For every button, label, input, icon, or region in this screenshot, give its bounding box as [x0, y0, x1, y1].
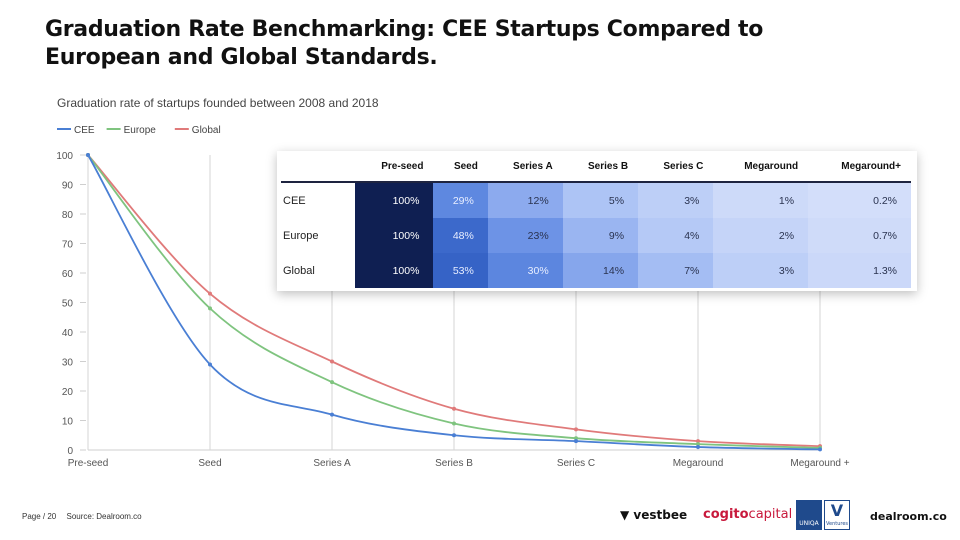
column-header: Series B: [562, 151, 639, 183]
data-point-global: [330, 359, 334, 364]
data-point-europe: [696, 442, 700, 447]
row-label: Global: [281, 253, 355, 288]
data-point-europe: [330, 380, 334, 385]
x-tick-label: Megaround +: [790, 458, 849, 469]
table-cell: 14%: [562, 253, 639, 288]
data-point-cee: [452, 433, 456, 438]
data-point-cee: [86, 153, 90, 157]
table-cell: 5%: [562, 182, 639, 218]
source-note: Source: Dealroom.co: [66, 512, 142, 521]
column-header: Pre-seed: [355, 151, 434, 183]
uniqa-ventures-logo: UNIQA V Ventures: [796, 500, 852, 530]
table-cell: 12%: [487, 182, 563, 218]
table-cell: 48%: [433, 218, 488, 253]
y-tick-label: 80: [62, 210, 74, 221]
x-tick-label: Seed: [198, 458, 221, 469]
data-point-cee: [696, 445, 700, 450]
table-cell: 30%: [487, 253, 563, 288]
x-tick-label: Series B: [435, 458, 473, 469]
cogito-capital-logo: cogitocapital: [703, 507, 793, 522]
table-cell: 0.7%: [808, 218, 911, 253]
chart-title: Graduation rate of startups founded betw…: [57, 96, 379, 110]
table-cell: 1.3%: [808, 253, 911, 288]
table-cell: 3%: [638, 182, 714, 218]
x-tick-label: Pre-seed: [68, 458, 109, 469]
y-tick-label: 0: [67, 446, 73, 457]
x-tick-label: Series C: [557, 458, 595, 469]
table-row: Europe 100% 48% 23% 9% 4% 2% 0.7%: [281, 218, 911, 253]
table-cell: 100%: [355, 253, 434, 288]
row-label: CEE: [281, 182, 355, 218]
legend-label-global: Global: [192, 125, 221, 136]
data-point-europe: [574, 436, 578, 441]
data-point-europe: [452, 421, 456, 426]
column-header: Megaround+: [808, 151, 911, 183]
legend-label-europe: Europe: [124, 125, 157, 136]
data-point-global: [452, 406, 456, 411]
table-cell: 1%: [713, 182, 809, 218]
table-cell: 53%: [433, 253, 488, 288]
data-point-europe: [208, 306, 212, 311]
row-label: Europe: [281, 218, 355, 253]
data-point-cee: [208, 362, 212, 367]
data-point-cee: [330, 412, 334, 417]
data-point-global: [696, 439, 700, 444]
table-cell: 3%: [713, 253, 809, 288]
dealroom-logo: dealroom.co: [870, 510, 947, 523]
column-header: Series A: [487, 151, 563, 183]
vestbee-icon: ▼: [620, 508, 630, 522]
column-header: Seed: [433, 151, 488, 183]
y-tick-label: 20: [62, 387, 74, 398]
legend-label-cee: CEE: [74, 125, 95, 136]
y-tick-label: 10: [62, 417, 74, 428]
data-point-global: [574, 427, 578, 432]
table-cell: 4%: [638, 218, 714, 253]
table-cell: 0.2%: [808, 182, 911, 218]
column-header: Series C: [638, 151, 714, 183]
data-point-global: [208, 291, 212, 296]
column-header: Megaround: [713, 151, 809, 183]
table-corner: [281, 151, 355, 183]
table-row: CEE 100% 29% 12% 5% 3% 1% 0.2%: [281, 182, 911, 218]
y-tick-label: 60: [62, 269, 74, 280]
footer: Page / 20 Source: Dealroom.co: [22, 512, 142, 521]
table-cell: 2%: [713, 218, 809, 253]
y-tick-label: 30: [62, 358, 74, 369]
table-header-row: Pre-seed Seed Series A Series B Series C Mega…: [281, 151, 911, 183]
page-title: Graduation Rate Benchmarking: CEE Startu…: [45, 17, 764, 70]
y-tick-label: 100: [56, 151, 73, 162]
page-number: Page / 20: [22, 512, 57, 521]
x-tick-label: Megaround: [673, 458, 724, 469]
table-row: Global 100% 53% 30% 14% 7% 3% 1.3%: [281, 253, 911, 288]
x-tick-label: Series A: [313, 458, 351, 469]
table-cell: 29%: [433, 182, 488, 218]
table-cell: 9%: [562, 218, 639, 253]
vestbee-logo: ▼ vestbee: [620, 508, 688, 522]
table-cell: 100%: [355, 218, 434, 253]
table-cell: 100%: [355, 182, 434, 218]
data-point-cee: [574, 439, 578, 444]
y-tick-label: 70: [62, 240, 74, 251]
table-cell: 7%: [638, 253, 714, 288]
graduation-rate-table: Pre-seed Seed Series A Series B Series C Mega…: [277, 151, 917, 291]
y-tick-label: 50: [62, 299, 74, 310]
data-point-cee: [818, 447, 822, 452]
y-tick-label: 90: [62, 181, 74, 192]
table-cell: 23%: [487, 218, 563, 253]
y-tick-label: 40: [62, 328, 74, 339]
